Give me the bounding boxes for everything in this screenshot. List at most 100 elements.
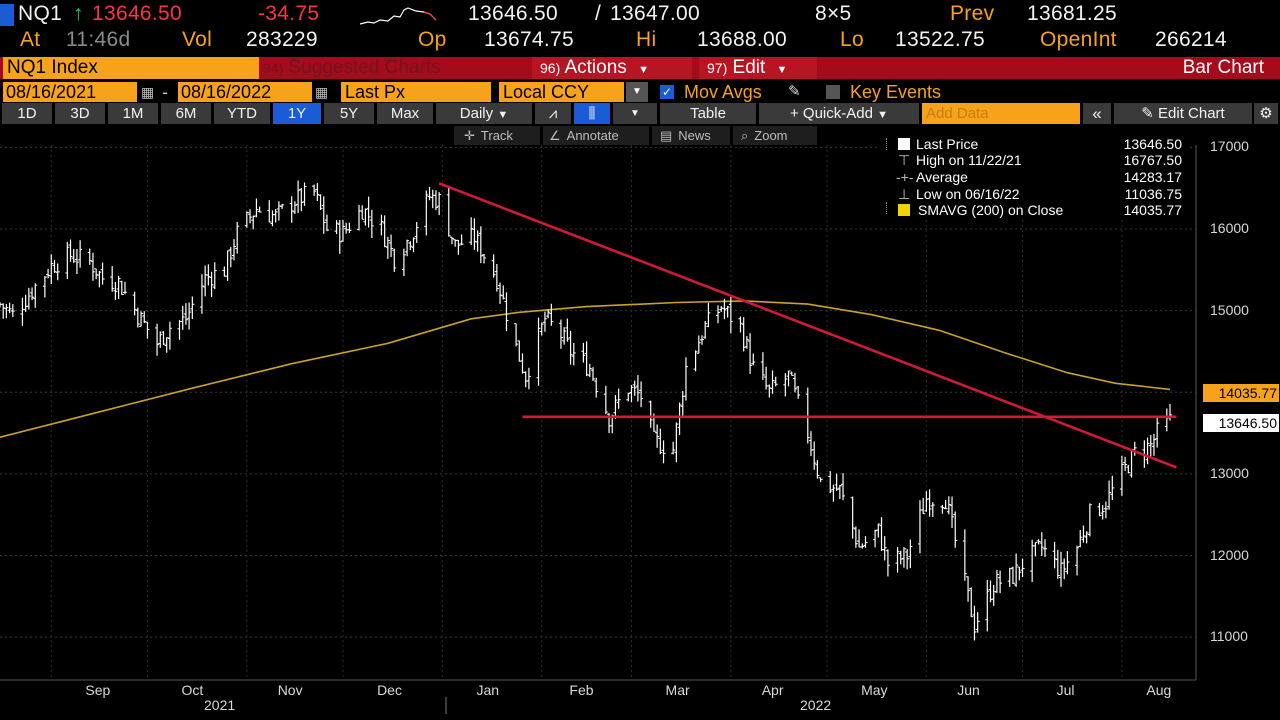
add-data-input[interactable]: Add Data [922,103,1080,124]
security-field[interactable]: NQ1 Index [3,57,259,79]
period-button-1m[interactable]: 1M [108,103,158,124]
mov-avgs-checkbox[interactable]: ✓ [660,85,674,99]
up-arrow-icon: ↑ [73,2,84,25]
ask-price: 13647.00 [610,2,700,25]
legend-value: 16767.50 [1123,152,1182,168]
calendar-icon[interactable]: ▦ [141,84,155,100]
actions-menu[interactable]: 96) Actions ▼ [532,57,692,79]
period-button-max[interactable]: Max [377,103,433,124]
calendar-icon[interactable]: ▦ [315,84,329,100]
news-tool[interactable]: ▤ News [652,126,730,145]
chart-style-dropdown-icon[interactable]: ▼ [613,103,657,124]
ticker-label: NQ1 [18,2,63,25]
actions-label: Actions [564,57,627,78]
y-tick-label: 16000 [1210,220,1249,237]
bar-chart-icon[interactable]: ⫼ [574,103,610,124]
frequency-label: Daily [459,105,494,122]
legend-label: Low on 06/16/22 [916,186,1020,202]
price-field-select[interactable]: Last Px [341,82,491,102]
currency-select[interactable]: Local CCY [499,82,624,102]
currency-dropdown-icon[interactable]: ▼ [626,82,648,102]
sma-line [0,300,1171,438]
x-tick-label: May [861,682,888,698]
last-price-tag: 13646.50 [1203,414,1279,432]
mov-avgs-label[interactable]: Mov Avgs [684,82,762,102]
bid-ask-separator: / [595,2,602,25]
legend-label: Last Price [916,136,979,152]
period-button-ytd[interactable]: YTD [214,103,270,124]
period-button-1y[interactable]: 1Y [273,103,321,124]
date-range-dash: - [162,82,168,102]
high-value: 13688.00 [697,28,787,51]
low-marker-icon: ⊥ [898,186,911,202]
at-label: At [20,28,41,51]
open-interest-value: 266214 [1155,28,1227,51]
function-bar: NQ1 Index 94) Suggested Charts 96) Actio… [0,57,1280,79]
high-marker-icon: ⊤ [898,152,911,168]
annotate-tool[interactable]: ∠ Annotate [543,126,649,145]
year-label-2022: 2022 [800,697,832,713]
period-button-3d[interactable]: 3D [55,103,105,124]
security-marker [0,4,14,26]
collapse-double-chevron-icon[interactable]: « [1083,103,1111,124]
open-value: 13674.75 [484,28,574,51]
price-bars [0,180,1172,641]
key-events-checkbox[interactable] [826,85,840,99]
quote-line-2: At 11:46d Vol 283229 Op 13674.75 Hi 1368… [0,28,1280,52]
x-tick-label: Nov [277,682,303,698]
bid-price: 13646.50 [468,2,558,25]
pencil-icon: ✎ [1141,105,1154,122]
x-tick-label: Feb [569,682,594,698]
suggested-label: Suggested Charts [288,57,441,78]
frequency-select[interactable]: Daily ▼ [436,103,532,124]
legend-label: Average [916,169,968,185]
legend-swatch-yellow [898,204,910,216]
last-price: 13646.50 [92,2,182,25]
period-button-1d[interactable]: 1D [2,103,52,124]
edit-chart-button[interactable]: ✎ Edit Chart [1114,103,1252,124]
zoom-label: Zoom [754,128,788,143]
y-tick-label: 12000 [1210,546,1249,563]
low-value: 13522.75 [895,28,985,51]
legend-value: 11036.75 [1124,186,1182,202]
period-button-5y[interactable]: 5Y [324,103,374,124]
x-tick-label: Jun [957,682,980,698]
news-icon: ▤ [660,128,673,143]
line-chart-icon[interactable]: ⩘ [535,103,571,124]
add-data-placeholder: Add Data [926,105,989,122]
period-button-6m[interactable]: 6M [161,103,211,124]
legend-bracket-icon [886,202,895,214]
gear-icon[interactable]: ⚙ [1254,103,1278,124]
legend-label: SMAVG (200) on Close [918,202,1064,218]
track-tool[interactable]: ✛ Track [454,126,540,145]
edit-menu[interactable]: 97) Edit ▼ [699,57,817,79]
pencil-icon[interactable]: ✎ [788,83,801,100]
edit-chart-label: Edit Chart [1158,105,1225,122]
crosshair-icon: ✛ [464,128,475,143]
trendlines [438,182,1177,469]
high-label: Hi [636,28,657,51]
y-tick-label: 13000 [1210,464,1249,481]
legend-row-sma: SMAVG (200) on Close 14035.77 [878,202,1188,218]
x-tick-label: Dec [377,682,402,698]
key-events-label[interactable]: Key Events [850,82,942,102]
track-label: Track [480,128,513,143]
zoom-tool[interactable]: ⌕ Zoom [733,126,817,145]
x-tick-label: Jul [1056,682,1075,698]
end-date-field[interactable]: 08/16/2022 [178,82,312,102]
annotate-label: Annotate [566,128,619,143]
start-date-field[interactable]: 08/16/2021 [3,82,137,102]
caret-down-icon: ▼ [497,109,509,121]
quick-add-menu[interactable]: + Quick-Add ▼ [759,103,919,124]
x-tick-label: Apr [761,682,784,698]
legend-value: 14035.77 [1123,202,1182,218]
edit-num: 97) [707,60,728,76]
x-tick-label: Aug [1146,682,1172,698]
table-button[interactable]: Table [660,103,756,124]
suggested-charts-button[interactable]: 94) Suggested Charts [263,57,525,79]
x-tick-label: Oct [181,682,204,698]
magnifier-icon: ⌕ [741,128,749,143]
bid-ask-size: 8×5 [815,2,852,25]
sma-price-tag: 14035.77 [1203,384,1279,402]
